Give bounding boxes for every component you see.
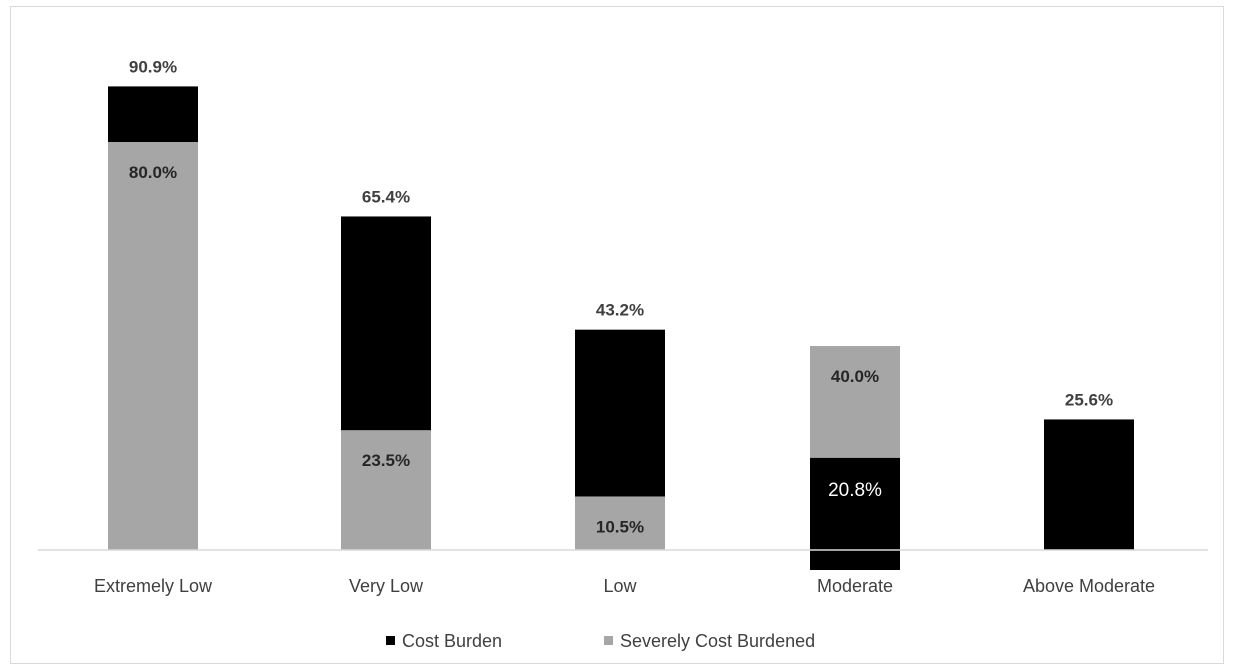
bar-cost-burden <box>1044 419 1134 550</box>
bar-severely-cost-burdened <box>575 496 665 550</box>
bar-severely-cost-burdened <box>108 142 198 550</box>
labels-layer: 90.9% 80.0% 65.4% 23.5% 43.2% 10.5% 40.0% 20.8%… <box>129 57 1113 536</box>
category-label: Extremely Low <box>94 576 213 596</box>
legend-label-cost-burden: Cost Burden <box>402 631 502 651</box>
legend-label-severely-cost-burdened: Severely Cost Burdened <box>620 631 815 651</box>
legend: Cost Burden Severely Cost Burdened <box>386 631 815 651</box>
legend-swatch-cost-burden <box>386 636 395 645</box>
category-label: Above Moderate <box>1023 576 1155 596</box>
category-label: Very Low <box>349 576 424 596</box>
data-label-cost-burden: 43.2% <box>596 301 644 320</box>
bars-layer <box>108 86 1134 570</box>
data-label-cost-burden: 20.8% <box>828 480 882 501</box>
bar-severely-cost-burdened <box>341 430 431 550</box>
bar-cost-burden <box>810 457 900 570</box>
data-label-cost-burden: 90.9% <box>129 57 177 76</box>
category-label: Low <box>603 576 637 596</box>
data-label-severely-cost-burdened: 80.0% <box>129 163 177 182</box>
data-label-cost-burden: 65.4% <box>362 187 410 206</box>
x-axis-categories: Extremely Low Very Low Low Moderate Abov… <box>94 576 1155 596</box>
category-label: Moderate <box>817 576 893 596</box>
data-label-severely-cost-burdened: 10.5% <box>596 517 644 536</box>
legend-swatch-severely-cost-burdened <box>604 636 613 645</box>
data-label-cost-burden: 25.6% <box>1065 390 1113 409</box>
data-label-severely-cost-burdened: 23.5% <box>362 451 410 470</box>
data-label-severely-cost-burdened: 40.0% <box>831 367 879 386</box>
